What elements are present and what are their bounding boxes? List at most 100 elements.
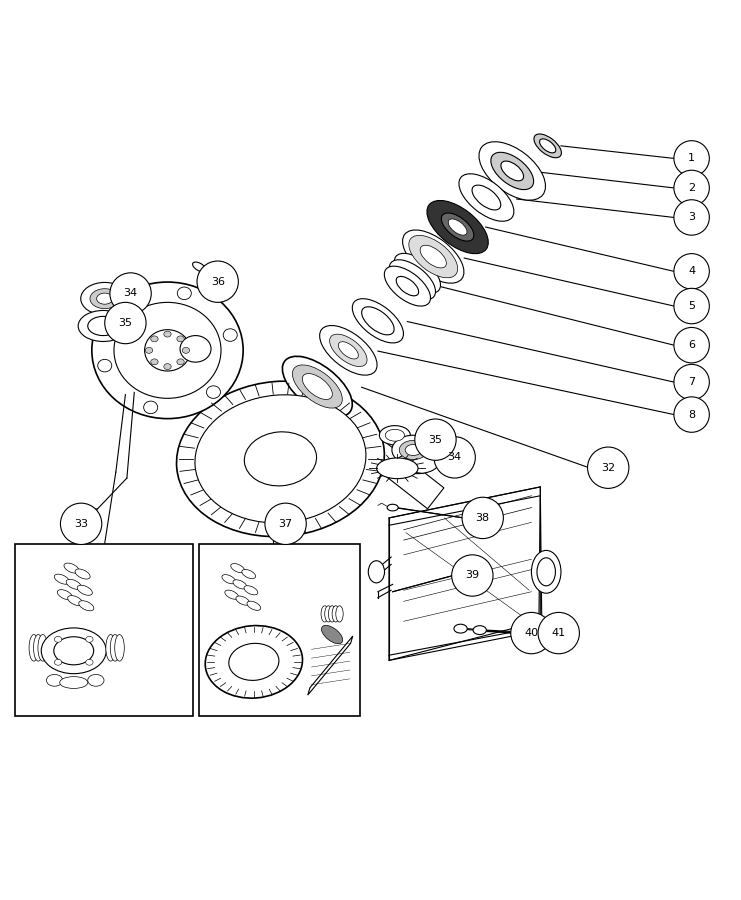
Circle shape (197, 261, 239, 302)
Ellipse shape (420, 246, 446, 268)
Ellipse shape (442, 213, 473, 241)
Ellipse shape (387, 504, 398, 511)
Ellipse shape (229, 644, 279, 680)
Ellipse shape (244, 586, 258, 595)
Ellipse shape (41, 628, 106, 674)
Ellipse shape (293, 364, 342, 408)
Ellipse shape (115, 634, 124, 662)
Ellipse shape (379, 426, 411, 445)
Ellipse shape (75, 569, 90, 579)
Ellipse shape (242, 570, 256, 579)
Ellipse shape (144, 401, 158, 414)
Ellipse shape (223, 328, 237, 341)
Ellipse shape (319, 326, 377, 375)
Ellipse shape (385, 429, 405, 441)
Ellipse shape (405, 445, 422, 455)
Ellipse shape (396, 453, 439, 473)
Ellipse shape (96, 293, 113, 304)
Ellipse shape (87, 674, 104, 686)
Ellipse shape (54, 636, 62, 643)
Ellipse shape (245, 432, 316, 486)
Ellipse shape (531, 551, 561, 593)
Ellipse shape (362, 307, 394, 335)
Circle shape (511, 612, 552, 653)
Ellipse shape (98, 359, 112, 372)
Polygon shape (308, 636, 353, 695)
Ellipse shape (302, 374, 332, 400)
Text: 35: 35 (428, 435, 442, 445)
Text: 1: 1 (688, 153, 695, 164)
Ellipse shape (177, 287, 191, 300)
Ellipse shape (539, 139, 556, 153)
Ellipse shape (409, 236, 458, 278)
Ellipse shape (247, 601, 261, 610)
Ellipse shape (339, 342, 359, 359)
Ellipse shape (321, 606, 328, 622)
Ellipse shape (332, 606, 339, 622)
Ellipse shape (110, 634, 120, 662)
Text: 36: 36 (210, 276, 225, 287)
Ellipse shape (322, 626, 343, 644)
Ellipse shape (64, 563, 79, 573)
Ellipse shape (54, 637, 93, 665)
Circle shape (265, 503, 306, 544)
Ellipse shape (233, 580, 247, 589)
Ellipse shape (402, 230, 464, 284)
Ellipse shape (150, 359, 158, 364)
Circle shape (674, 140, 709, 176)
Text: 37: 37 (279, 518, 293, 529)
Text: 40: 40 (525, 628, 539, 638)
Ellipse shape (92, 282, 243, 418)
Text: 5: 5 (688, 301, 695, 311)
Text: 34: 34 (124, 289, 138, 299)
Ellipse shape (57, 590, 73, 599)
Ellipse shape (54, 660, 62, 665)
Ellipse shape (150, 336, 158, 342)
Ellipse shape (392, 436, 435, 464)
Circle shape (674, 364, 709, 400)
Ellipse shape (454, 625, 468, 633)
Ellipse shape (33, 634, 43, 662)
Circle shape (110, 273, 151, 314)
Text: 39: 39 (465, 571, 479, 580)
Circle shape (674, 254, 709, 289)
Bar (199, 544, 360, 716)
Circle shape (452, 554, 493, 596)
Ellipse shape (205, 626, 302, 698)
Bar (15, 544, 193, 716)
Ellipse shape (396, 276, 419, 296)
Ellipse shape (81, 283, 129, 315)
Ellipse shape (207, 386, 220, 399)
Circle shape (104, 302, 146, 344)
Ellipse shape (501, 161, 524, 181)
Ellipse shape (385, 266, 431, 306)
Ellipse shape (352, 299, 404, 343)
Ellipse shape (472, 185, 501, 210)
Ellipse shape (473, 626, 486, 634)
Circle shape (462, 497, 503, 538)
Ellipse shape (328, 606, 336, 622)
Ellipse shape (90, 289, 119, 309)
Ellipse shape (47, 674, 63, 686)
Ellipse shape (195, 395, 366, 523)
Text: 41: 41 (552, 628, 566, 638)
Ellipse shape (164, 331, 171, 338)
Ellipse shape (534, 134, 562, 158)
Polygon shape (299, 388, 444, 508)
Ellipse shape (537, 558, 556, 586)
Text: 8: 8 (688, 410, 695, 419)
Ellipse shape (389, 260, 436, 300)
Text: 38: 38 (476, 513, 490, 523)
Ellipse shape (164, 364, 171, 370)
Ellipse shape (180, 336, 211, 362)
Circle shape (434, 436, 475, 478)
Ellipse shape (79, 600, 94, 611)
Ellipse shape (77, 585, 93, 595)
Ellipse shape (225, 590, 239, 599)
Ellipse shape (60, 677, 87, 688)
Polygon shape (389, 487, 540, 661)
Circle shape (674, 200, 709, 235)
Ellipse shape (479, 141, 545, 200)
Ellipse shape (491, 152, 534, 190)
Ellipse shape (368, 561, 385, 583)
